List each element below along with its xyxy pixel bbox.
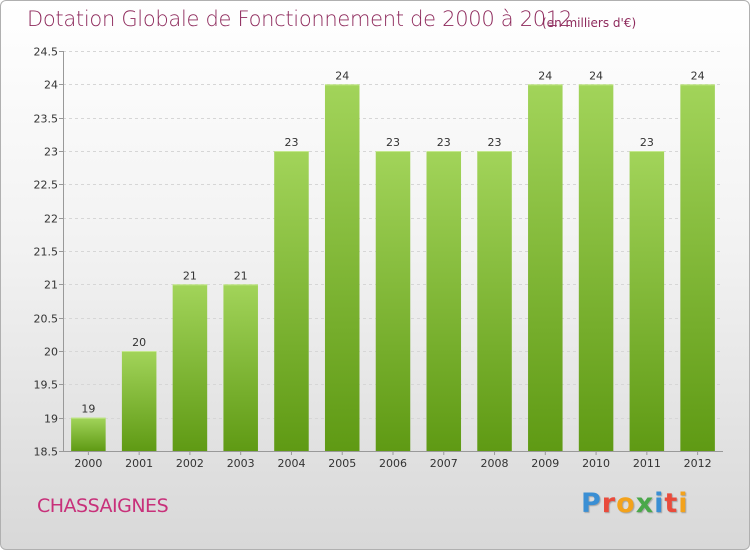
bar bbox=[477, 151, 512, 451]
bar-value-label: 19 bbox=[81, 403, 95, 416]
bar-value-label: 24 bbox=[691, 69, 705, 82]
labels: 18.5 19 19.5 20 20.5 21 21.5 22 22.5 23 23.5 24 24.5… bbox=[34, 46, 712, 471]
bar bbox=[578, 84, 614, 451]
y-tick-label: 20.5 bbox=[34, 313, 59, 326]
proxiti-logo[interactable]: Proxiti bbox=[581, 488, 689, 519]
x-tick-label: 2000 bbox=[74, 457, 102, 470]
x-tick-label: 2004 bbox=[277, 457, 305, 470]
x-tick-label: 2002 bbox=[176, 457, 204, 470]
bar-value-label: 24 bbox=[589, 69, 603, 82]
logo-letter: x bbox=[635, 488, 655, 519]
bar bbox=[71, 417, 106, 451]
y-tick-label: 20 bbox=[44, 346, 58, 359]
chart-unit-subtitle: (en milliers d'€) bbox=[542, 16, 637, 30]
y-tick-label: 22 bbox=[44, 213, 58, 226]
logo-letter: i bbox=[678, 488, 689, 519]
logo-letter: i bbox=[654, 488, 665, 519]
logo-letter: P bbox=[581, 488, 602, 519]
x-tick-label: 2008 bbox=[481, 457, 509, 470]
y-tick-label: 24.5 bbox=[34, 46, 59, 59]
bar bbox=[223, 284, 258, 451]
bar bbox=[426, 151, 462, 451]
chart-title: Dotation Globale de Fonctionnement de 20… bbox=[27, 7, 572, 31]
commune-name: CHASSAIGNES bbox=[37, 495, 169, 517]
bar bbox=[680, 84, 715, 451]
bar-value-label: 23 bbox=[386, 136, 400, 149]
bars bbox=[71, 84, 715, 451]
x-tick-label: 2005 bbox=[328, 457, 356, 470]
bar-value-label: 24 bbox=[335, 69, 349, 82]
y-tick-label: 21.5 bbox=[34, 246, 59, 259]
x-tick-label: 2001 bbox=[125, 457, 153, 470]
bar-value-label: 23 bbox=[437, 136, 451, 149]
x-tick-label: 2003 bbox=[227, 457, 255, 470]
y-tick-label: 22.5 bbox=[34, 179, 59, 192]
bar-value-label: 21 bbox=[183, 269, 197, 282]
bar-value-label: 20 bbox=[132, 336, 146, 349]
bar bbox=[121, 351, 157, 451]
x-tick-label: 2007 bbox=[430, 457, 458, 470]
y-tick-label: 19.5 bbox=[34, 379, 59, 392]
axes bbox=[59, 51, 723, 455]
y-tick-label: 18.5 bbox=[34, 446, 59, 459]
bar bbox=[528, 84, 563, 451]
bar-value-label: 23 bbox=[284, 136, 298, 149]
bar-value-label: 23 bbox=[488, 136, 502, 149]
x-tick-label: 2010 bbox=[582, 457, 610, 470]
x-tick-label: 2012 bbox=[684, 457, 712, 470]
y-tick-label: 23 bbox=[44, 146, 58, 159]
logo-letter: o bbox=[616, 488, 636, 519]
x-tick-label: 2006 bbox=[379, 457, 407, 470]
bar bbox=[324, 84, 360, 451]
bar bbox=[629, 151, 665, 451]
logo-letter: t bbox=[664, 488, 679, 519]
bar-value-label: 23 bbox=[640, 136, 654, 149]
logo-letter: r bbox=[601, 488, 617, 519]
x-tick-label: 2011 bbox=[633, 457, 661, 470]
bar bbox=[375, 151, 411, 451]
bar bbox=[172, 284, 208, 451]
bar bbox=[274, 151, 309, 451]
y-tick-label: 21 bbox=[44, 279, 58, 292]
y-tick-label: 19 bbox=[44, 413, 58, 426]
y-tick-label: 23.5 bbox=[34, 113, 59, 126]
y-tick-label: 24 bbox=[44, 79, 58, 92]
x-tick-label: 2009 bbox=[531, 457, 559, 470]
bar-value-label: 21 bbox=[234, 269, 248, 282]
bar-value-label: 24 bbox=[538, 69, 552, 82]
